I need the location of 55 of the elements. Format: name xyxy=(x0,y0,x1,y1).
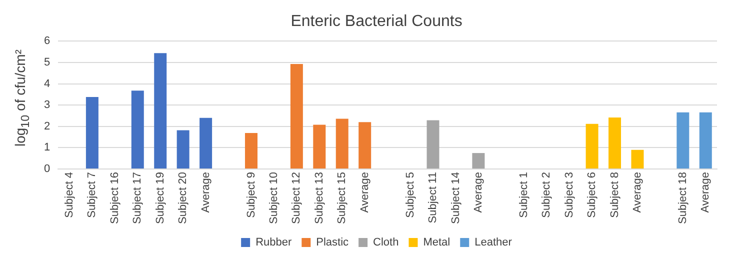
y-tick-label: 6 xyxy=(44,35,50,48)
bar xyxy=(472,153,485,169)
bar xyxy=(313,124,326,169)
x-tick-label: Subject 9 xyxy=(245,172,258,218)
x-tick-label: Subject 10 xyxy=(268,172,280,224)
legend-label: Leather xyxy=(474,236,512,249)
bar xyxy=(608,117,622,169)
x-tick-label: Subject 6 xyxy=(586,172,598,218)
x-tick-label: Subject 20 xyxy=(177,172,190,224)
chart-title: Enteric Bacterial Counts xyxy=(290,13,462,30)
y-tick-label: 1 xyxy=(44,142,50,154)
legend-label: Cloth xyxy=(373,236,399,249)
legend-label: Plastic xyxy=(316,236,350,249)
bar xyxy=(676,112,690,169)
x-tick-label: Subject 2 xyxy=(540,172,553,218)
bar xyxy=(586,124,598,169)
x-tick-label: Subject 3 xyxy=(563,172,576,218)
bar xyxy=(699,112,712,169)
y-tick-label: 5 xyxy=(44,56,50,69)
bar xyxy=(336,118,348,169)
x-tick-label: Average xyxy=(472,172,484,213)
legend-label: Rubber xyxy=(256,236,292,249)
x-tick-label: Subject 17 xyxy=(132,172,144,224)
y-tick-label: 2 xyxy=(44,120,50,132)
x-tick-label: Subject 18 xyxy=(676,172,689,224)
x-tick-label: Average xyxy=(632,172,644,213)
bar xyxy=(176,130,190,169)
x-tick-label: Subject 4 xyxy=(64,172,76,218)
x-tick-label: Average xyxy=(700,172,712,213)
x-tick-label: Subject 16 xyxy=(108,172,121,224)
bar xyxy=(358,122,372,169)
bar xyxy=(154,53,167,169)
bar xyxy=(200,118,212,169)
x-tick-label: Subject 14 xyxy=(450,172,462,224)
x-tick-label: Subject 15 xyxy=(336,172,348,224)
bar xyxy=(290,64,303,169)
bar xyxy=(86,97,98,169)
x-tick-label: Subject 13 xyxy=(313,172,326,224)
x-tick-label: Subject 12 xyxy=(290,172,303,224)
x-tick-label: Subject 5 xyxy=(404,172,416,218)
x-tick-label: Subject 1 xyxy=(518,172,530,218)
bar xyxy=(131,90,144,169)
y-tick-label: 4 xyxy=(44,78,50,90)
x-tick-label: Subject 7 xyxy=(86,172,98,218)
bar xyxy=(426,120,440,169)
x-tick-label: Subject 11 xyxy=(427,172,440,224)
x-tick-label: Average xyxy=(358,172,371,213)
y-tick-label: 0 xyxy=(44,163,50,176)
y-tick-label: 3 xyxy=(44,99,50,112)
x-tick-label: Subject 19 xyxy=(154,172,166,224)
bar xyxy=(631,150,644,169)
bar xyxy=(244,133,258,169)
legend-label: Metal xyxy=(423,236,450,249)
x-tick-label: Average xyxy=(200,172,212,213)
x-tick-label: Subject 8 xyxy=(608,172,621,218)
